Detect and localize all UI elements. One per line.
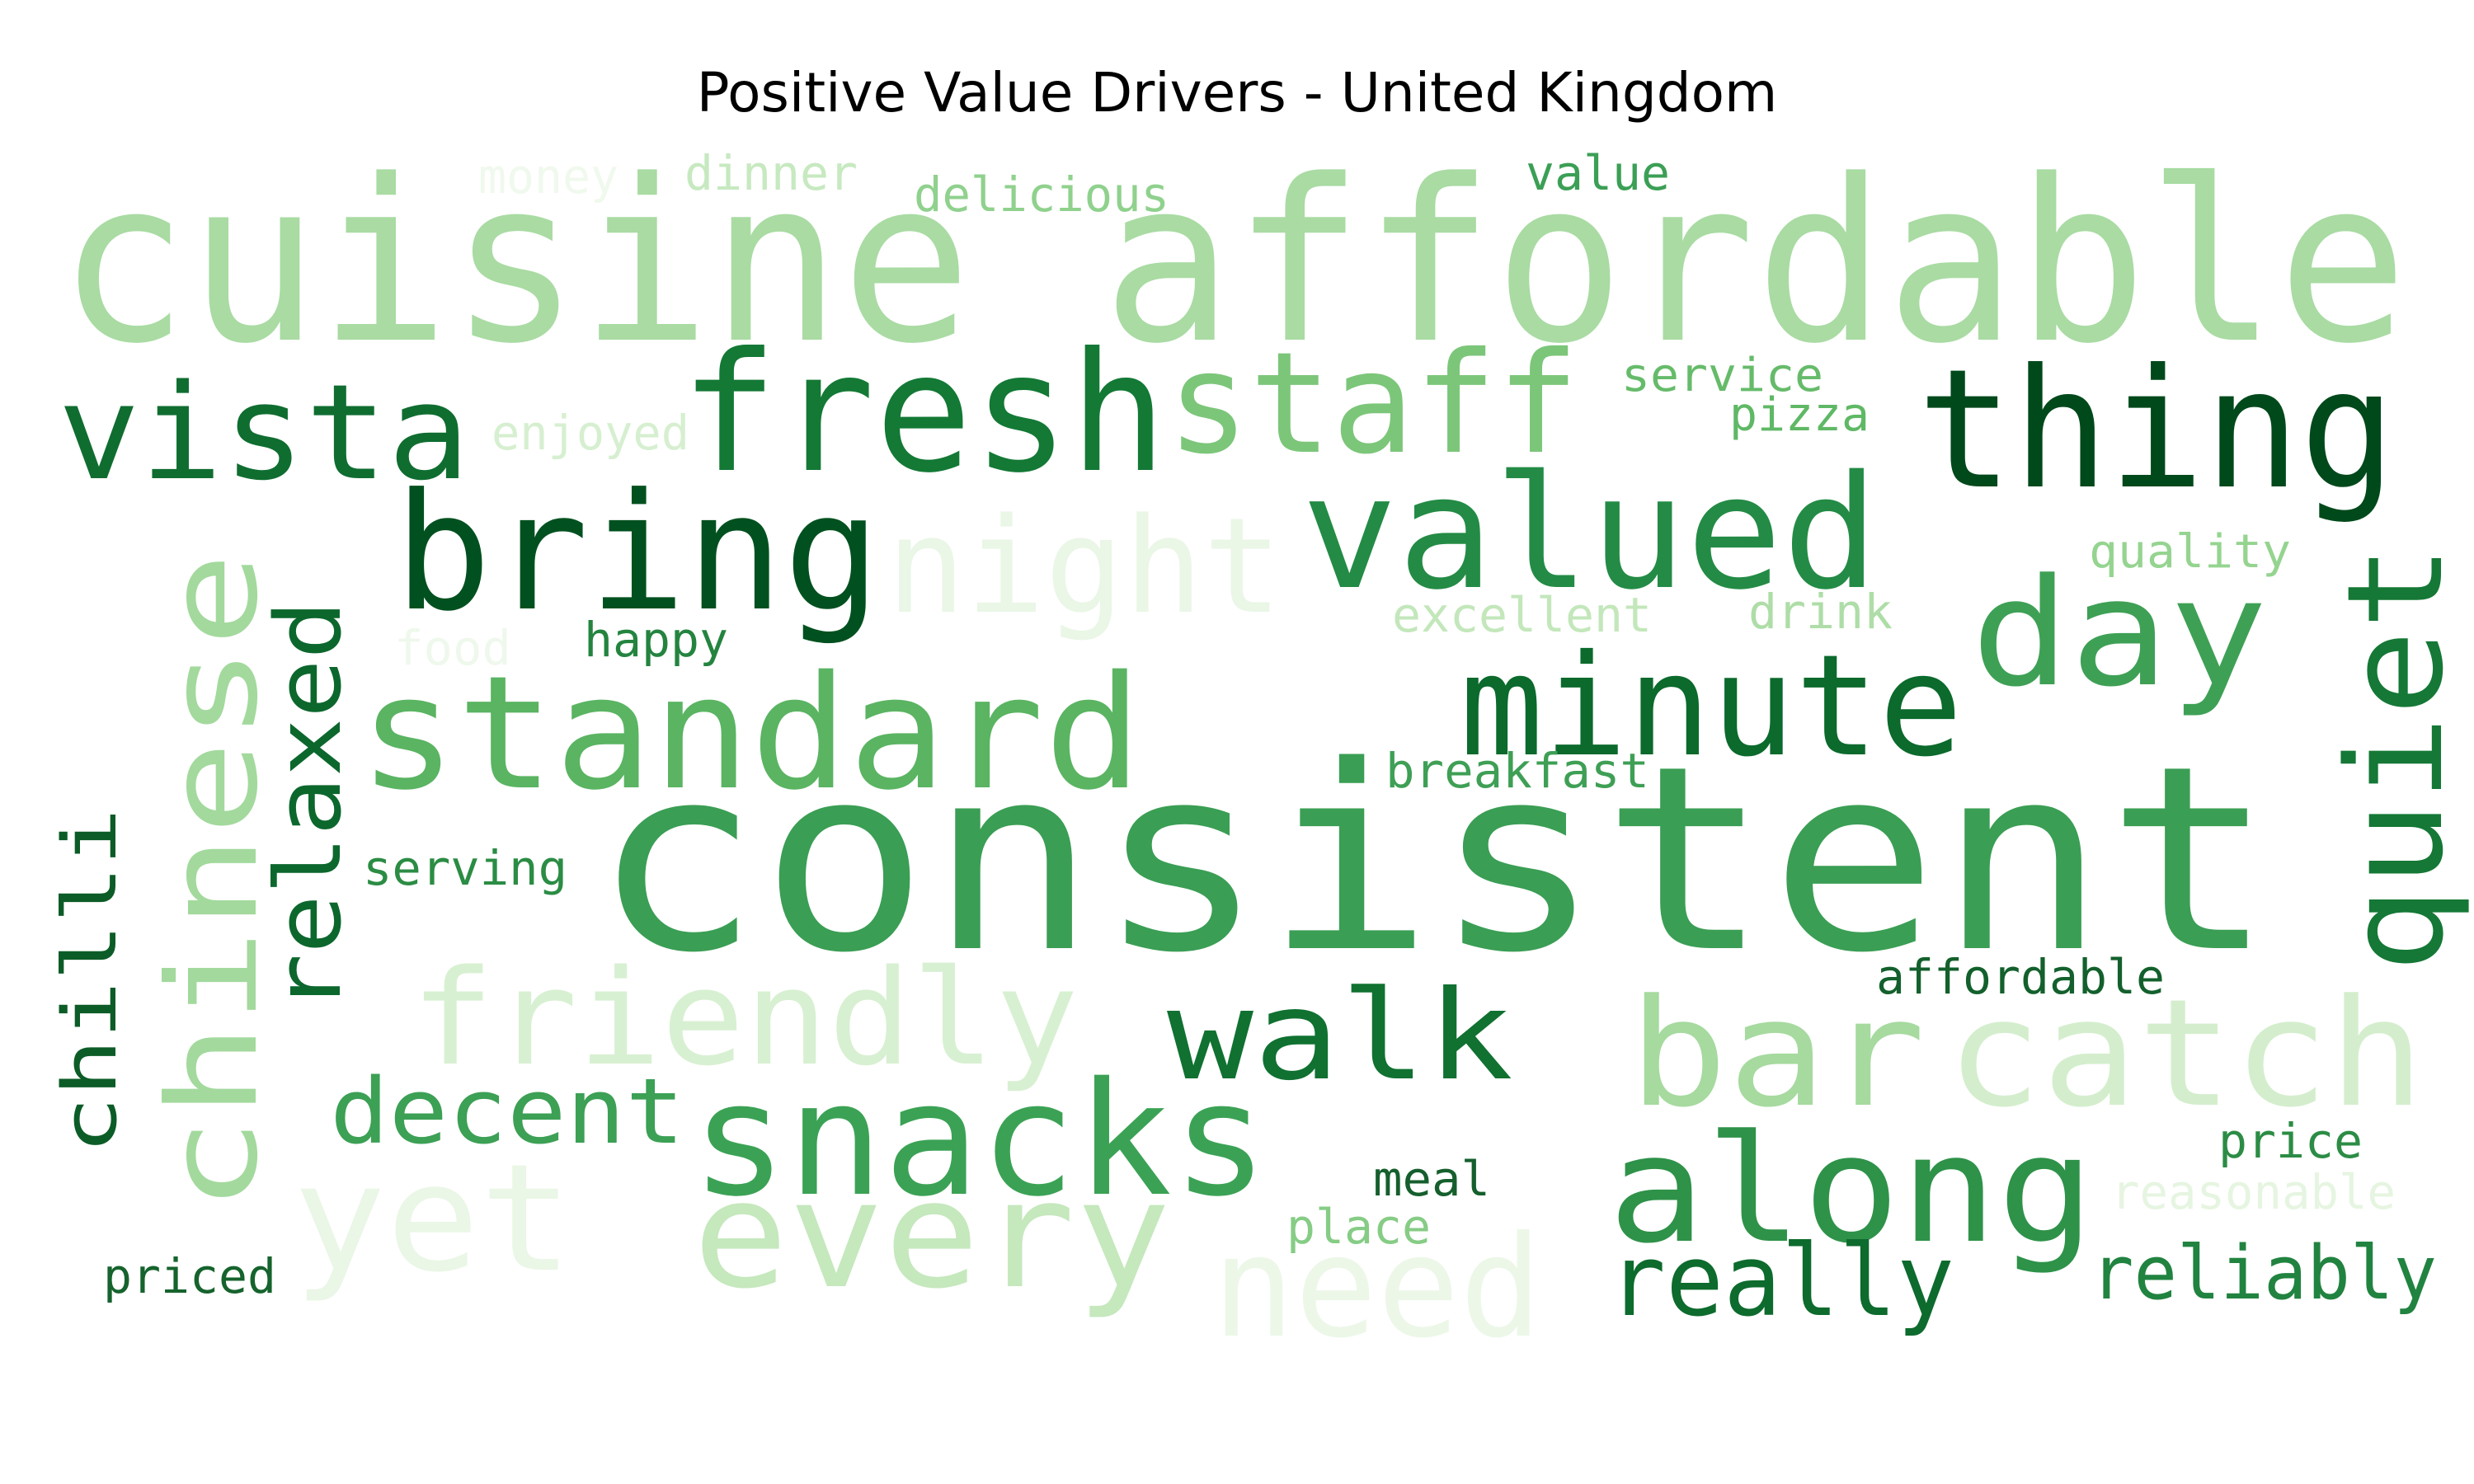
word: vista xyxy=(58,355,470,510)
word: serving xyxy=(363,840,567,896)
word: service xyxy=(1621,349,1823,402)
word: food xyxy=(394,620,511,676)
word: place xyxy=(1286,1199,1431,1255)
word: standard xyxy=(359,642,1142,824)
word: bar xyxy=(1629,968,1926,1140)
word: cuisine affordable xyxy=(58,133,2408,393)
word: pizza xyxy=(1729,388,1870,442)
word: money xyxy=(478,148,618,204)
word: meal xyxy=(1373,1151,1490,1207)
word: value xyxy=(1526,145,1670,201)
word: breakfast xyxy=(1385,743,1649,799)
word: chinese xyxy=(142,552,285,1212)
word: yet xyxy=(293,1133,573,1305)
chart-title: Positive Value Drivers - United Kingdom xyxy=(696,61,1778,124)
word: price xyxy=(2218,1113,2363,1169)
word: decent xyxy=(330,1059,684,1164)
word: excellent xyxy=(1392,587,1652,643)
word: need xyxy=(1212,1206,1542,1369)
word: reasonable xyxy=(2111,1164,2396,1220)
word: day xyxy=(1971,547,2268,720)
word: quality xyxy=(2089,525,2291,579)
word: quiet xyxy=(2318,544,2472,973)
word: affordable xyxy=(1876,949,2165,1005)
word: drink xyxy=(1748,584,1893,640)
word: catch xyxy=(1946,968,2425,1140)
word-group: cuisine affordable money dinner deliciou… xyxy=(47,133,2472,1369)
word: thing xyxy=(1917,334,2396,526)
word: delicious xyxy=(914,167,1169,223)
word: valued xyxy=(1301,442,1879,624)
word: along xyxy=(1608,1104,2095,1276)
word: consistent xyxy=(592,711,2274,1009)
word: staff xyxy=(1167,322,1579,486)
word: every xyxy=(693,1149,1171,1322)
word: bring xyxy=(394,459,881,647)
word: really xyxy=(1608,1224,1954,1339)
word: reliably xyxy=(2091,1230,2437,1317)
word: enjoyed xyxy=(492,405,689,461)
word: snacks xyxy=(691,1049,1268,1231)
word: fresh xyxy=(680,317,1167,510)
word: priced xyxy=(103,1248,276,1304)
word: friendly xyxy=(411,941,1079,1095)
word: relaxed xyxy=(256,600,361,1012)
word: walk xyxy=(1167,965,1513,1108)
word: night xyxy=(887,489,1282,643)
word: dinner xyxy=(684,145,858,201)
word: minute xyxy=(1460,625,1963,788)
word: happy xyxy=(584,612,728,668)
word: chilli xyxy=(47,808,134,1154)
